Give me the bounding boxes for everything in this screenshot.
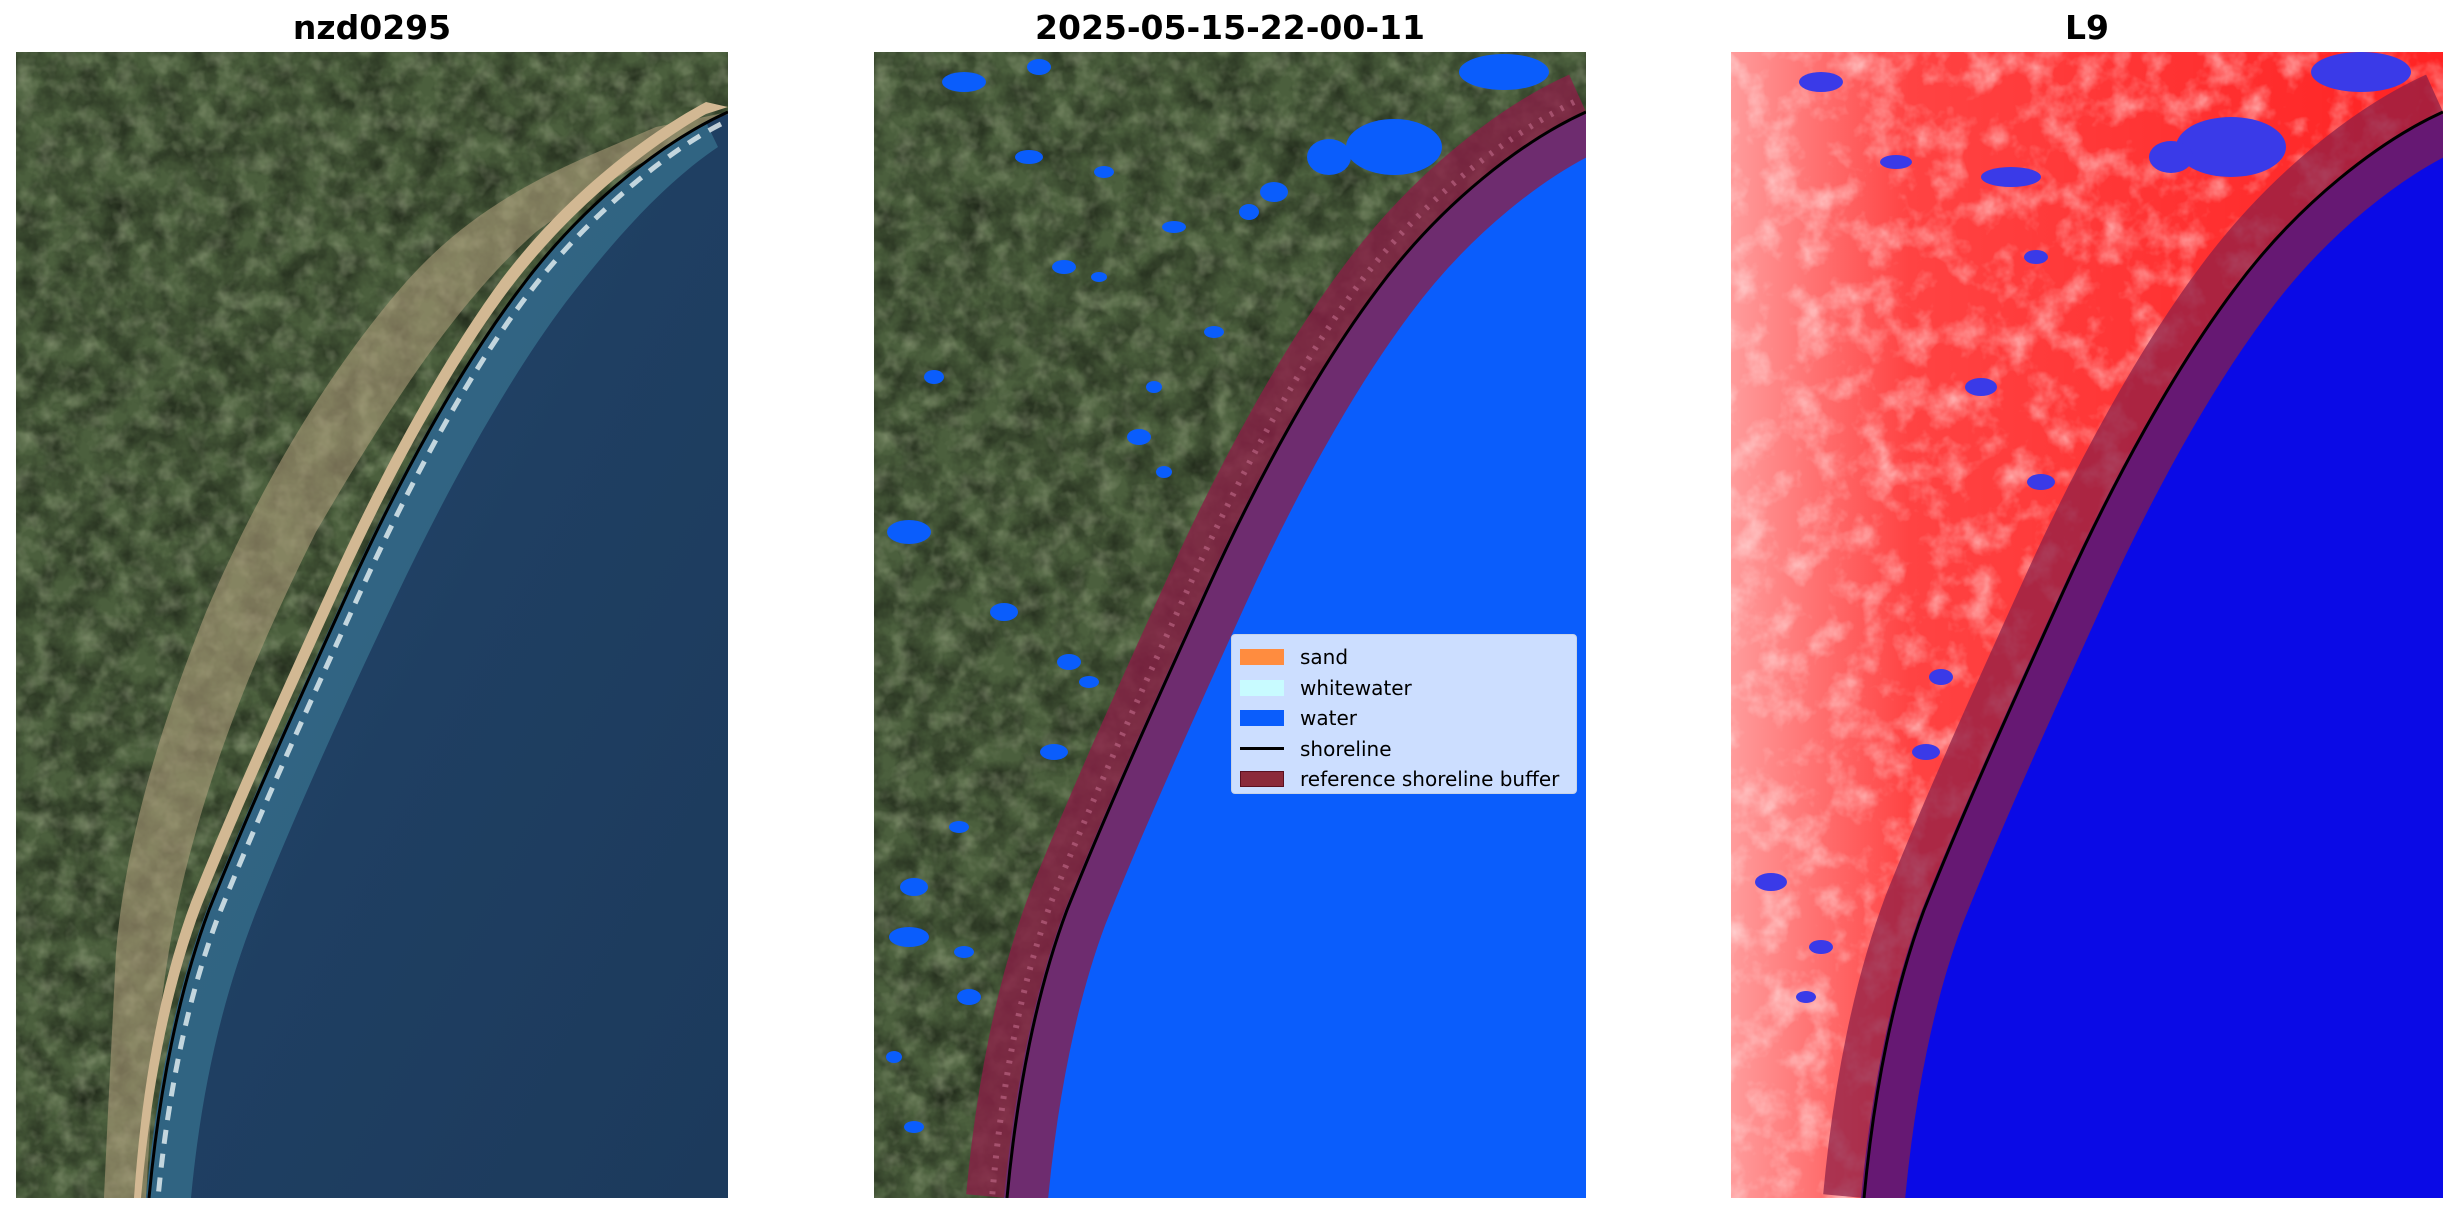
legend-item-buffer: reference shoreline buffer: [1240, 764, 1568, 795]
dune-zone: [104, 112, 728, 1198]
panel-title-index: L9: [2065, 8, 2109, 47]
index-inland-water: [1755, 52, 2411, 1003]
shoreline-line: [147, 110, 728, 1198]
water-swatch: [1240, 710, 1284, 727]
legend-item-shoreline: shoreline: [1240, 734, 1568, 765]
sea-area: [146, 114, 728, 1198]
legend-item-sand: sand: [1240, 642, 1568, 673]
inland-water-patches: [886, 54, 1549, 1133]
legend-label-shoreline: shoreline: [1300, 736, 1392, 761]
legend-item-water: water: [1240, 703, 1568, 734]
panel-title-classification: 2025-05-15-22-00-11: [1035, 8, 1425, 47]
index-image: [1731, 52, 2443, 1198]
classification-panel: [874, 52, 1586, 1198]
index-sea-area: [1861, 114, 2443, 1198]
legend-label-water: water: [1300, 706, 1357, 731]
shoreline-line-classification: [1005, 110, 1586, 1198]
rgb-satellite-image: [16, 52, 728, 1198]
buffer-swatch: [1240, 771, 1284, 788]
legend: sand whitewater water shoreline referenc…: [1231, 634, 1577, 794]
panel-title-rgb: nzd0295: [292, 8, 452, 47]
legend-label-buffer: reference shoreline buffer: [1300, 767, 1560, 792]
legend-label-sand: sand: [1300, 645, 1349, 670]
shoreline-line-swatch: [1240, 747, 1284, 751]
legend-item-whitewater: whitewater: [1240, 673, 1568, 704]
legend-label-whitewater: whitewater: [1300, 675, 1412, 700]
index-shoreline-line: [1862, 110, 2443, 1198]
classification-image: [874, 52, 1586, 1198]
sand-swatch: [1240, 649, 1284, 666]
rgb-satellite-panel: [16, 52, 728, 1198]
whitewater-swatch: [1240, 679, 1284, 696]
index-panel: [1731, 52, 2443, 1198]
